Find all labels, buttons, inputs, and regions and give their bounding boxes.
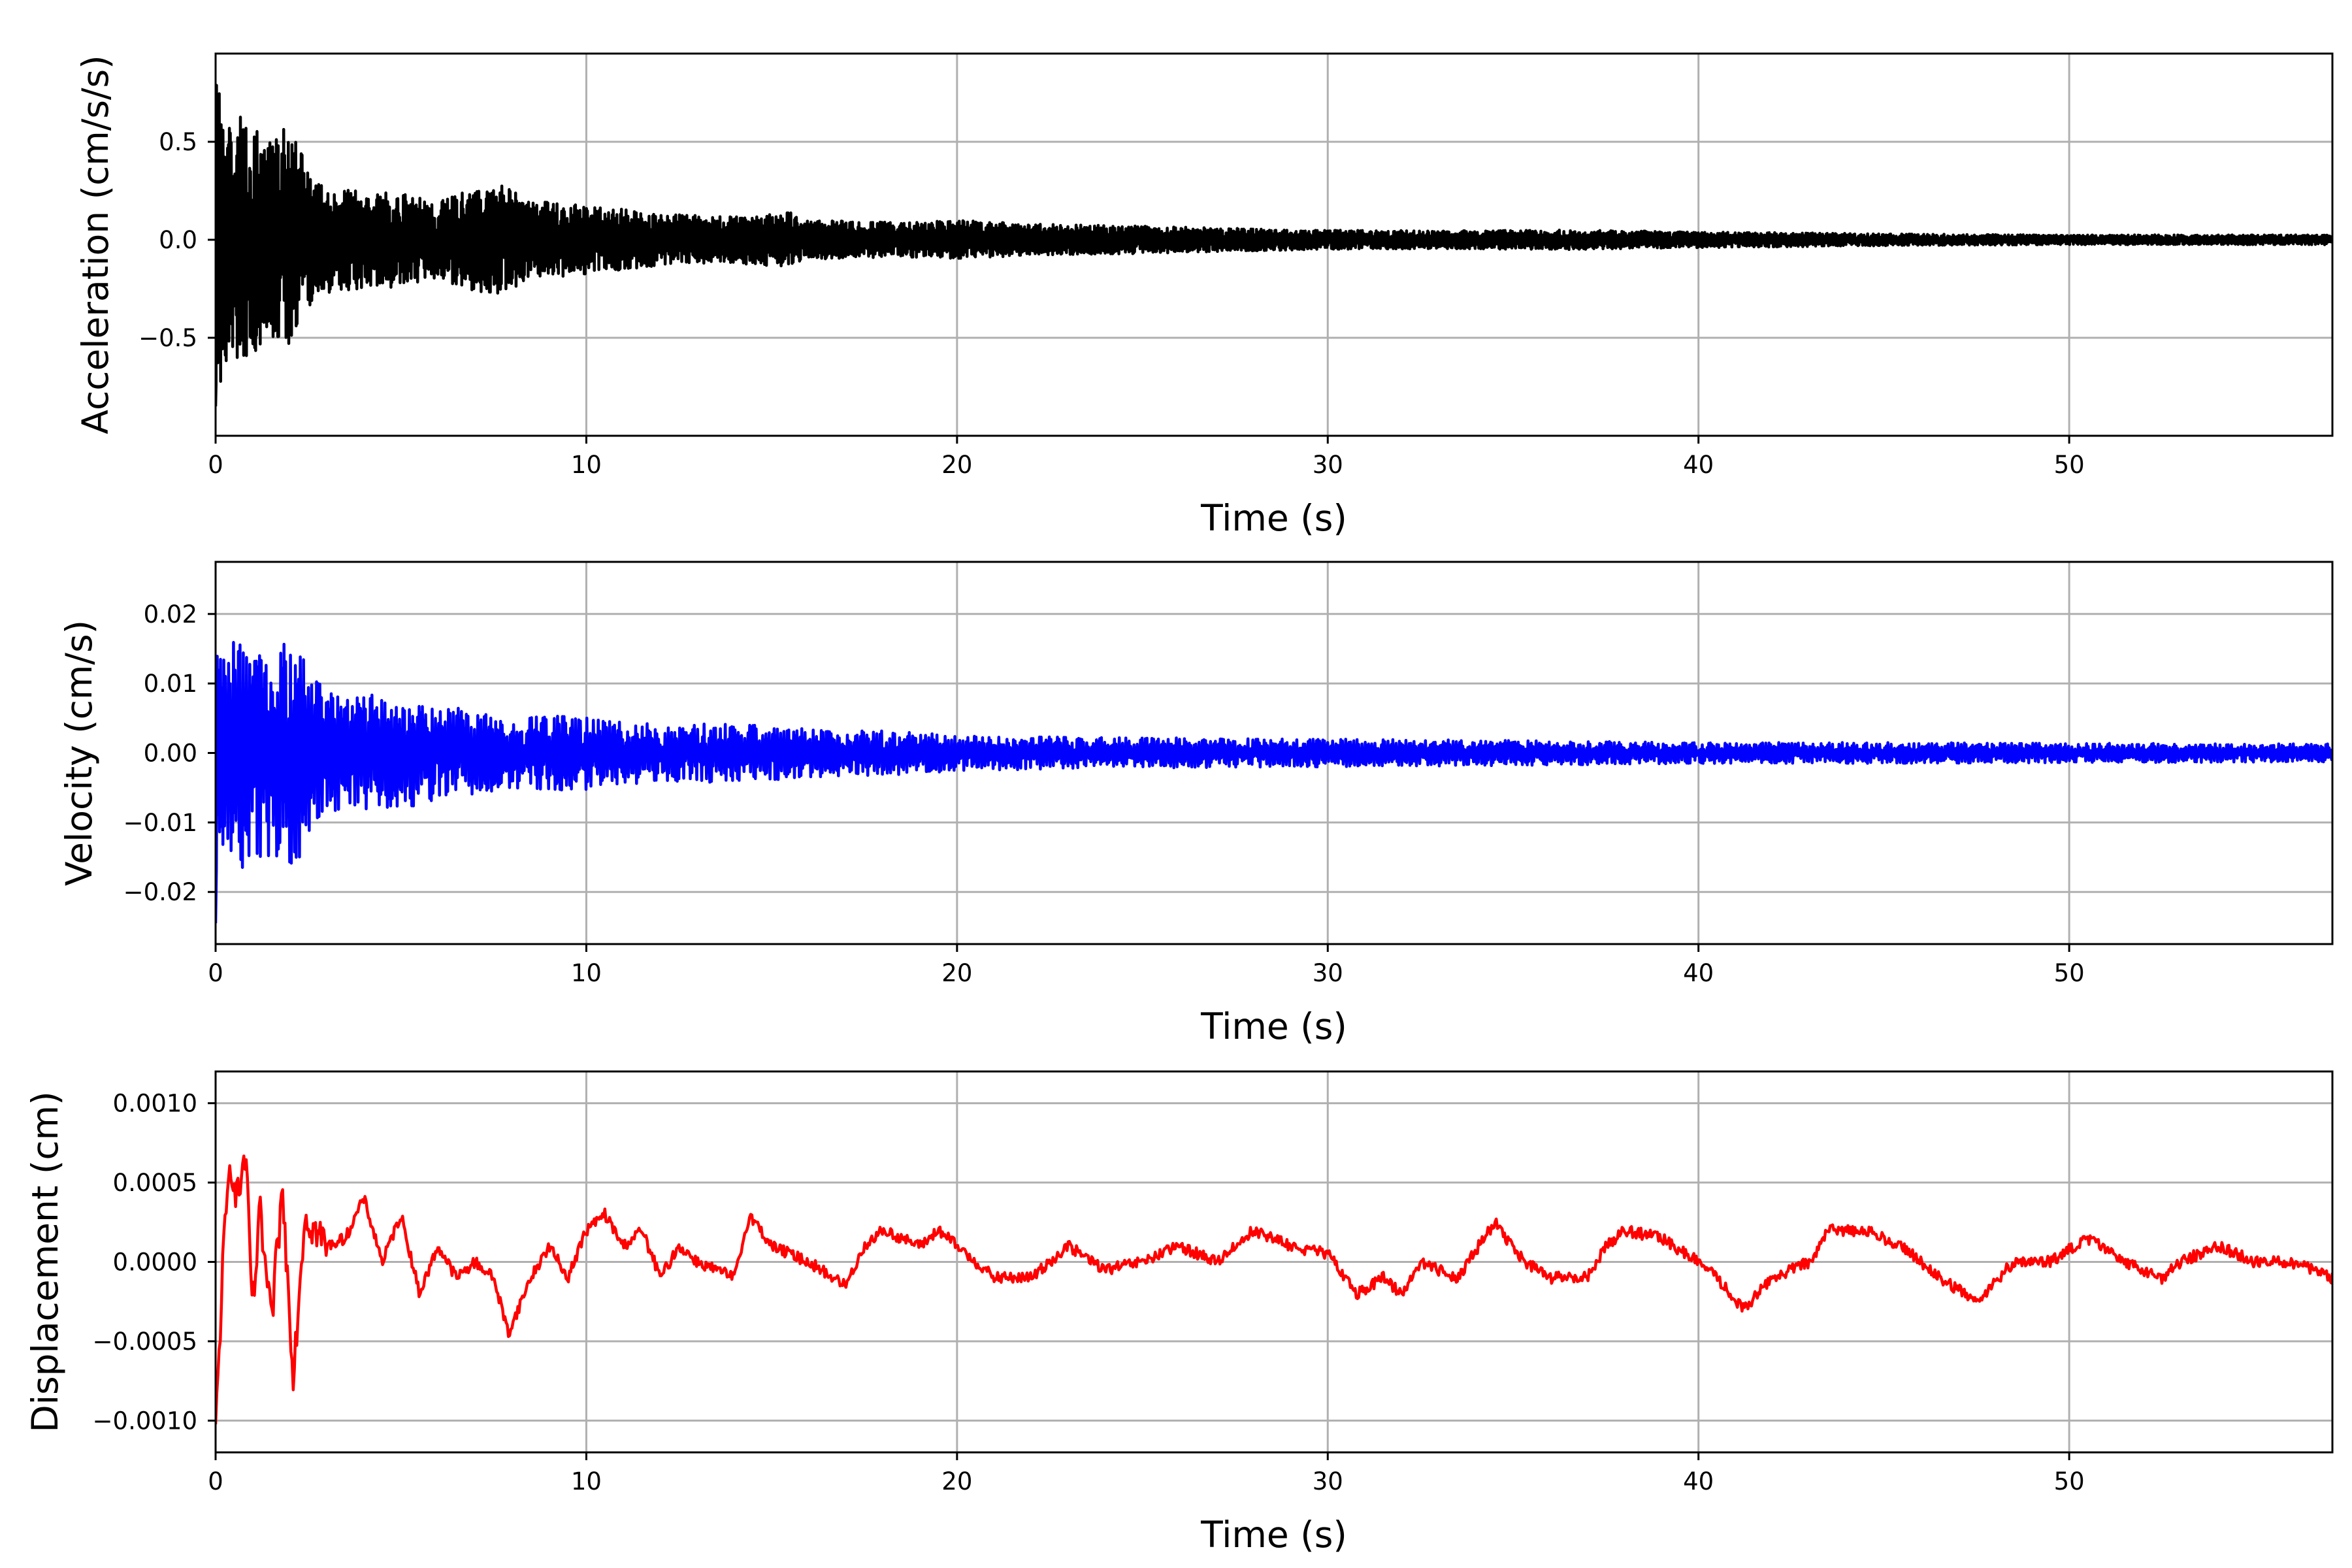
acceleration-x-tick-label: 20 [941,451,972,479]
displacement-x-tick-label: 40 [1683,1467,1714,1495]
velocity-x-tick-label: 0 [208,959,223,987]
acceleration-x-axis-label: Time (s) [1200,497,1347,539]
velocity-y-tick-label: 0.02 [144,600,197,629]
acceleration-x-tick-label: 0 [208,451,223,479]
displacement-x-tick-label: 20 [941,1467,972,1495]
acceleration-y-tick-label: 0.5 [159,128,197,156]
displacement-x-tick-label: 50 [2054,1467,2085,1495]
acceleration-series-line [216,84,2332,407]
acceleration-plot: 0 10 20 30 40 50 −0.5 0.0 0.5 Time (s) Acceleratio… [74,52,2334,539]
velocity-x-tick-label: 30 [1313,959,1343,987]
velocity-y-tick-label: 0.01 [144,670,197,698]
acceleration-x-tick-label: 40 [1683,451,1714,479]
acceleration-y-tick-label: −0.5 [139,324,197,352]
displacement-y-tick-label: 0.0010 [113,1090,197,1118]
velocity-y-tick-label: −0.01 [123,809,197,837]
displacement-y-tick-label: −0.0010 [93,1407,197,1435]
acceleration-x-tick-label: 50 [2054,451,2085,479]
velocity-plot: 0 10 20 30 40 50 −0.02 −0.01 0.00 0.01 0.02 Time (s… [58,561,2334,1047]
acceleration-x-tick-label: 30 [1313,451,1343,479]
acceleration-y-axis-label: Acceleration (cm/s/s) [74,55,116,434]
displacement-plot: 0 10 20 30 40 50 −0.0010 −0.0005 0.0000 0.0005 0.0… [24,1070,2334,1556]
displacement-x-tick-label: 30 [1313,1467,1343,1495]
displacement-y-tick-label: 0.0005 [113,1169,197,1197]
velocity-x-axis-label: Time (s) [1200,1005,1347,1047]
velocity-y-tick-label: 0.00 [144,740,197,768]
displacement-x-tick-label: 10 [571,1467,602,1495]
displacement-y-tick-label: −0.0005 [93,1328,197,1356]
displacement-x-axis-label: Time (s) [1200,1514,1347,1556]
displacement-y-axis-label: Displacement (cm) [24,1091,66,1432]
acceleration-axes-frame [214,52,2334,437]
velocity-x-tick-label: 40 [1683,959,1714,987]
velocity-series-line [216,641,2332,924]
displacement-series-line [216,1154,2332,1425]
velocity-x-tick-label: 50 [2054,959,2085,987]
velocity-y-axis-label: Velocity (cm/s) [58,620,100,886]
acceleration-x-tick-label: 10 [571,451,602,479]
displacement-x-tick-label: 0 [208,1467,223,1495]
acceleration-y-tick-label: 0.0 [159,226,197,254]
velocity-x-tick-label: 10 [571,959,602,987]
displacement-y-tick-label: 0.0000 [113,1249,197,1277]
velocity-x-tick-label: 20 [941,959,972,987]
velocity-y-tick-label: −0.02 [123,878,197,906]
